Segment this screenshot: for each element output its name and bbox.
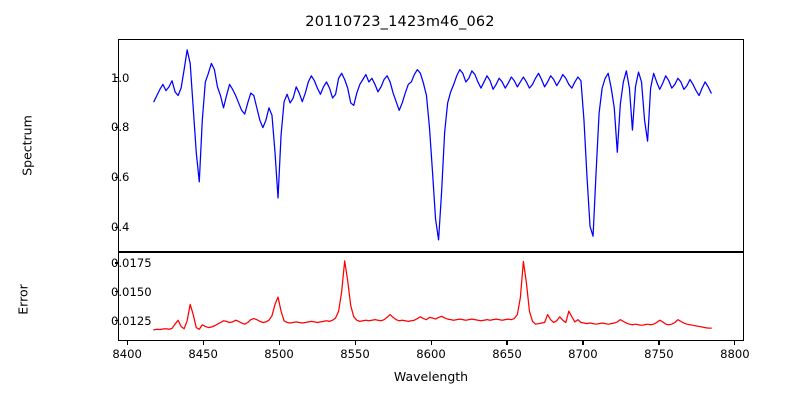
x-tick-mark — [658, 341, 660, 345]
x-tick-label: 8550 — [340, 347, 370, 361]
spectrum-ytick-mark — [114, 77, 118, 79]
spectrum-ytick-mark — [114, 176, 118, 178]
error-ytick-mark — [114, 291, 118, 293]
x-tick-mark — [202, 341, 204, 345]
spectrum-panel — [118, 39, 744, 252]
error-ytick-mark — [114, 320, 118, 322]
x-tick-label: 8500 — [264, 347, 294, 361]
spectrum-ytick-mark — [114, 126, 118, 129]
x-tick-label: 8750 — [644, 347, 674, 361]
figure-title: 20110723_1423m46_062 — [305, 14, 495, 30]
x-axis-label: Wavelength — [393, 369, 469, 384]
spectrum-ytick-mark — [114, 226, 118, 228]
x-tick-mark — [278, 341, 280, 345]
x-tick-label: 8650 — [492, 347, 522, 361]
error-ytick-mark — [114, 262, 118, 264]
x-tick-mark — [126, 341, 128, 345]
x-tick-mark — [430, 341, 432, 345]
spectrum-line-plot — [119, 40, 743, 251]
x-tick-label: 8800 — [720, 347, 750, 361]
x-tick-label: 8600 — [416, 347, 446, 361]
x-tick-label: 8700 — [568, 347, 598, 361]
error-panel — [118, 252, 744, 341]
spectrum-y-axis-label: Spectrum — [19, 115, 35, 176]
x-tick-label: 8400 — [112, 347, 142, 361]
x-tick-mark — [354, 341, 356, 345]
error-line-plot — [119, 253, 743, 340]
error-y-axis-label: Error — [15, 284, 31, 315]
x-tick-label: 8450 — [188, 347, 218, 361]
x-tick-mark — [734, 341, 736, 345]
x-tick-mark — [506, 341, 508, 345]
x-tick-mark — [582, 341, 584, 345]
